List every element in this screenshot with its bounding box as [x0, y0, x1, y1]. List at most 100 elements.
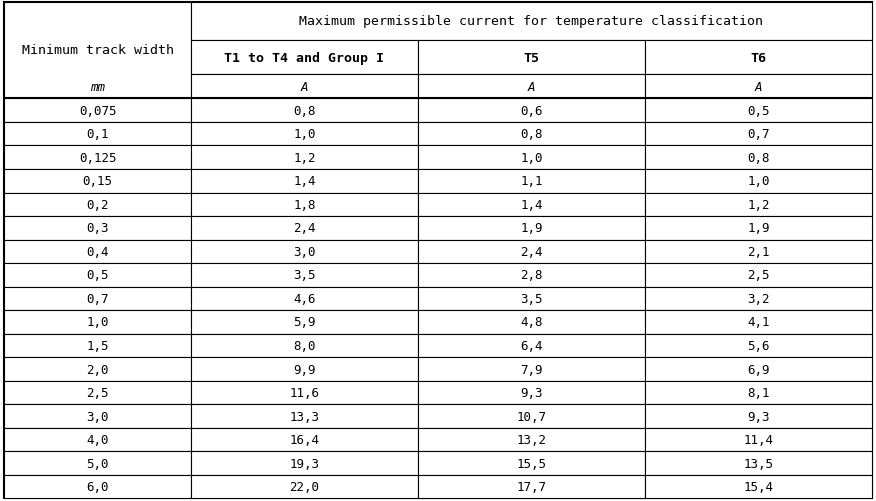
Text: 9,3: 9,3 [747, 410, 770, 423]
Text: 15,5: 15,5 [517, 457, 547, 470]
Text: 1,0: 1,0 [520, 151, 543, 164]
Text: 3,2: 3,2 [747, 293, 770, 305]
Bar [418, 428, 646, 451]
Bar [418, 287, 646, 311]
Text: 0,075: 0,075 [79, 105, 117, 117]
Bar [646, 146, 872, 170]
Bar [191, 170, 418, 193]
Text: 0,8: 0,8 [747, 151, 770, 164]
Text: 2,8: 2,8 [520, 269, 543, 282]
Bar [646, 311, 872, 334]
Bar [4, 311, 191, 334]
Text: 19,3: 19,3 [289, 457, 320, 470]
Text: 4,8: 4,8 [520, 316, 543, 329]
Text: 9,3: 9,3 [520, 386, 543, 399]
Text: 1,4: 1,4 [520, 198, 543, 211]
Text: 4,0: 4,0 [87, 433, 109, 446]
Text: 5,0: 5,0 [87, 457, 109, 470]
Text: 22,0: 22,0 [289, 480, 320, 493]
Bar [191, 3, 872, 41]
Text: 2,5: 2,5 [747, 269, 770, 282]
Bar [646, 404, 872, 428]
Bar [4, 99, 191, 123]
Text: 2,1: 2,1 [747, 245, 770, 259]
Text: 6,4: 6,4 [520, 339, 543, 352]
Bar [191, 264, 418, 287]
Text: 16,4: 16,4 [289, 433, 320, 446]
Bar [418, 475, 646, 498]
Bar [191, 41, 418, 75]
Text: 1,5: 1,5 [87, 339, 109, 352]
Bar [646, 381, 872, 404]
Text: 2,0: 2,0 [87, 363, 109, 376]
Text: 1,2: 1,2 [747, 198, 770, 211]
Bar [191, 287, 418, 311]
Text: 8,0: 8,0 [293, 339, 315, 352]
Bar [418, 41, 646, 75]
Bar [191, 451, 418, 475]
Bar [418, 193, 646, 216]
Text: 2,4: 2,4 [520, 245, 543, 259]
Bar [4, 146, 191, 170]
Bar [191, 123, 418, 146]
Text: 0,2: 0,2 [87, 198, 109, 211]
Bar [646, 475, 872, 498]
Bar [4, 475, 191, 498]
Text: T5: T5 [524, 52, 540, 65]
Bar [646, 170, 872, 193]
Bar [4, 358, 191, 381]
Text: 0,7: 0,7 [747, 128, 770, 141]
Bar [4, 451, 191, 475]
Text: 6,9: 6,9 [747, 363, 770, 376]
Bar [4, 3, 191, 99]
Text: 13,2: 13,2 [517, 433, 547, 446]
Bar [646, 216, 872, 240]
Text: 10,7: 10,7 [517, 410, 547, 423]
Bar [646, 123, 872, 146]
Text: 1,0: 1,0 [747, 175, 770, 188]
Bar [4, 404, 191, 428]
Text: A: A [755, 81, 762, 94]
Bar [191, 475, 418, 498]
Bar [4, 428, 191, 451]
Text: 1,4: 1,4 [293, 175, 315, 188]
Bar [191, 146, 418, 170]
Text: T1 to T4 and Group I: T1 to T4 and Group I [224, 52, 385, 65]
Text: Minimum track width: Minimum track width [22, 45, 173, 57]
Bar [4, 334, 191, 358]
Text: 1,0: 1,0 [293, 128, 315, 141]
Bar [646, 193, 872, 216]
Text: 7,9: 7,9 [520, 363, 543, 376]
Bar [646, 287, 872, 311]
Bar [191, 428, 418, 451]
Text: 3,0: 3,0 [293, 245, 315, 259]
Text: A: A [300, 81, 308, 94]
Text: 0,7: 0,7 [87, 293, 109, 305]
Bar [4, 216, 191, 240]
Text: 1,8: 1,8 [293, 198, 315, 211]
Text: 2,5: 2,5 [87, 386, 109, 399]
Bar [4, 240, 191, 264]
Bar [646, 334, 872, 358]
Text: 3,0: 3,0 [87, 410, 109, 423]
Bar [191, 240, 418, 264]
Bar [418, 358, 646, 381]
Bar [4, 381, 191, 404]
Bar [418, 75, 646, 99]
Text: 0,15: 0,15 [82, 175, 113, 188]
Bar [191, 311, 418, 334]
Text: 1,2: 1,2 [293, 151, 315, 164]
Text: mm: mm [90, 81, 105, 94]
Text: 13,5: 13,5 [744, 457, 774, 470]
Bar [418, 123, 646, 146]
Text: T6: T6 [751, 52, 766, 65]
Text: 0,125: 0,125 [79, 151, 117, 164]
Bar [646, 240, 872, 264]
Bar [418, 404, 646, 428]
Bar [191, 193, 418, 216]
Text: 0,5: 0,5 [87, 269, 109, 282]
Bar [646, 41, 872, 75]
Text: 3,5: 3,5 [520, 293, 543, 305]
Text: 0,4: 0,4 [87, 245, 109, 259]
Text: 0,6: 0,6 [520, 105, 543, 117]
